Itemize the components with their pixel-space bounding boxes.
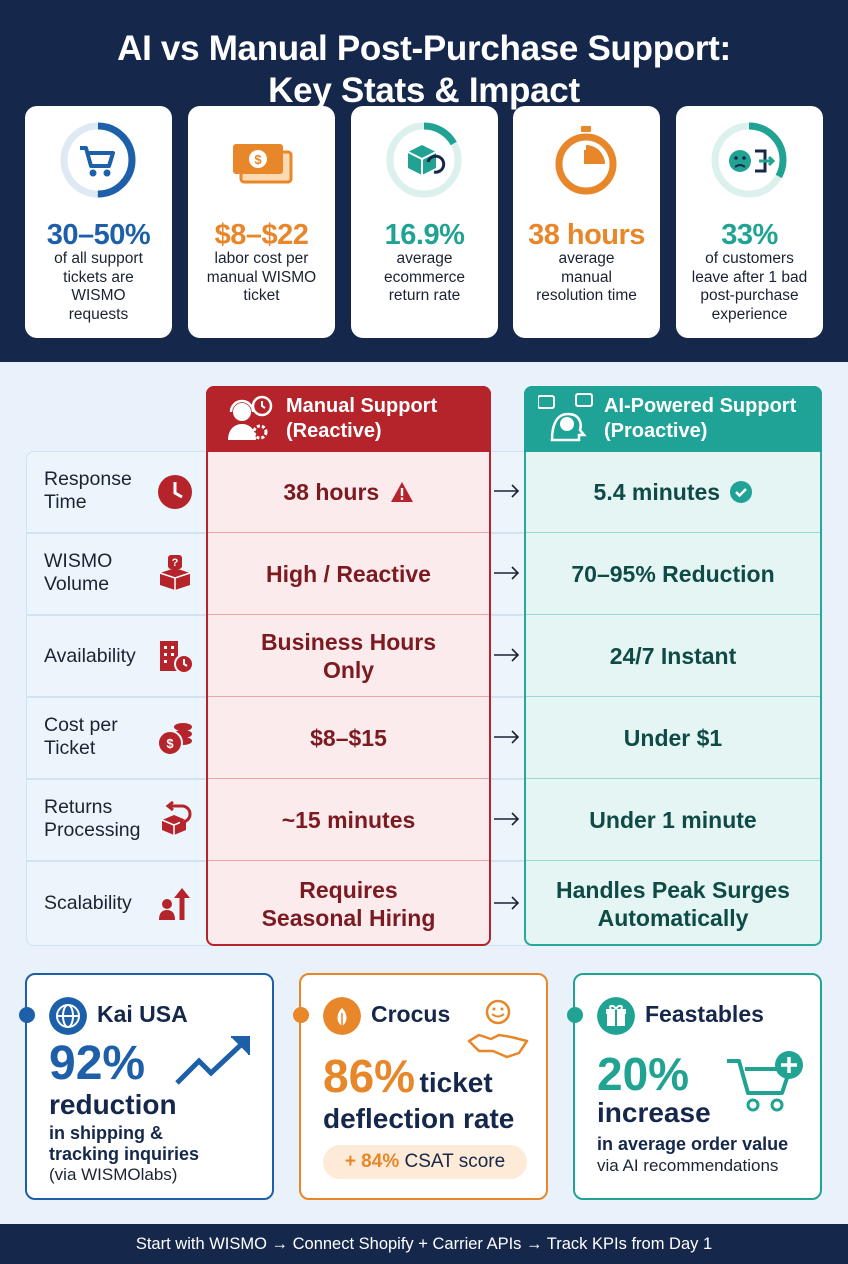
- svg-text:?: ?: [172, 557, 179, 569]
- manual-value-wismo-volume: High / Reactive: [266, 561, 431, 587]
- arrow-right-icon: [494, 566, 520, 580]
- ai-brain-icon: [538, 393, 593, 442]
- sad-exit-icon: [711, 122, 787, 198]
- stat-card-churn: 33% of customers leave after 1 bad post-pu…: [676, 106, 823, 338]
- manual-value-response-time: 38 hours: [208, 478, 489, 506]
- shopping-cart-icon: [60, 122, 136, 198]
- cart-add-icon: [727, 1051, 803, 1112]
- handshake-smile-icon: [467, 999, 529, 1059]
- row-label-scalability: Scalability: [44, 892, 132, 914]
- return-box-icon: [386, 122, 462, 198]
- footer-banner: Start with WISMO → Connect Shopify + Car…: [0, 1224, 848, 1264]
- case-metric: 20%: [597, 1048, 690, 1100]
- svg-text:$: $: [166, 736, 174, 751]
- globe-icon: [49, 997, 87, 1035]
- stat-card-wismo-share: 30–50% of all support tickets are WISMO req…: [25, 106, 172, 338]
- ai-value-cost-per-ticket: Under $1: [623, 725, 723, 751]
- trend-up-icon: [175, 1036, 250, 1085]
- case-card-feastables: Feastables 20% increase in average order…: [567, 973, 822, 1200]
- ai-value-wismo-volume: 70–95% Reduction: [571, 561, 775, 587]
- leaf-icon: [323, 997, 361, 1035]
- case-name: Crocus: [371, 1001, 451, 1027]
- stopwatch-icon: [555, 126, 617, 195]
- ai-column-header: AI-Powered Support (Proactive): [524, 386, 822, 452]
- manual-value-cost-per-ticket: $8–$15: [310, 725, 387, 751]
- arrow-right-icon: [494, 730, 520, 744]
- warning-icon: [390, 482, 413, 502]
- row-label-wismo-volume: WISMO Volume: [44, 550, 113, 595]
- support-agent-icon: [228, 395, 273, 440]
- arrow-right-icon: [494, 648, 520, 662]
- stat-card-resolution-time: 38 hours average manual resolution time: [513, 106, 660, 338]
- arrow-right-icon: [494, 484, 520, 498]
- case-metric: 86%: [323, 1050, 416, 1102]
- return-box-icon: [161, 800, 192, 835]
- coins-icon: $: [157, 723, 192, 756]
- ai-column: [524, 386, 822, 946]
- ai-value-scalability: Handles Peak Surges Automatically: [556, 877, 790, 931]
- row-label-returns-processing: Returns Processing: [44, 796, 141, 841]
- stat-card-labor-cost: $ $8–$22 labor cost per manual WISMO ticke…: [188, 106, 335, 338]
- ai-value-returns-processing: Under 1 minute: [589, 807, 757, 833]
- case-card-crocus: Crocus 86% ticket deflection rate + 84% …: [293, 973, 548, 1200]
- arrow-right-icon: [494, 812, 520, 826]
- svg-text:$: $: [254, 152, 262, 167]
- case-card-kai-usa: Kai USA 92% reduction in shipping & track…: [19, 973, 274, 1200]
- question-box-icon: ?: [159, 555, 191, 590]
- case-metric: 92%: [49, 1037, 146, 1090]
- manual-value-scalability: Requires Seasonal Hiring: [261, 877, 436, 931]
- page-title: AI vs Manual Post-Purchase Support: Key …: [117, 29, 731, 110]
- manual-value-returns-processing: ~15 minutes: [281, 807, 416, 833]
- row-label-availability: Availability: [44, 645, 136, 667]
- building-clock-icon: [160, 641, 194, 674]
- csat-pill: + 84% CSAT score: [323, 1145, 527, 1179]
- case-name: Feastables: [645, 1001, 764, 1027]
- arrow-right-icon: [494, 896, 520, 910]
- manual-value-availability: Business Hours Only: [260, 629, 437, 683]
- ai-value-availability: 24/7 Instant: [609, 643, 737, 669]
- manual-column: [206, 386, 491, 946]
- gift-icon: [597, 997, 635, 1035]
- check-icon: [730, 481, 753, 503]
- growth-person-icon: [159, 888, 190, 920]
- row-label-cost-per-ticket: Cost per Ticket: [44, 714, 118, 759]
- manual-column-header: Manual Support (Reactive): [206, 386, 491, 452]
- ai-value-response-time: 5.4 minutes: [526, 478, 820, 506]
- clock-icon: [158, 475, 192, 509]
- case-name: Kai USA: [97, 1001, 188, 1027]
- money-bills-icon: $: [233, 144, 293, 184]
- row-label-response-time: Response Time: [44, 468, 132, 513]
- stat-card-return-rate: 16.9% average ecommerce return rate: [351, 106, 498, 338]
